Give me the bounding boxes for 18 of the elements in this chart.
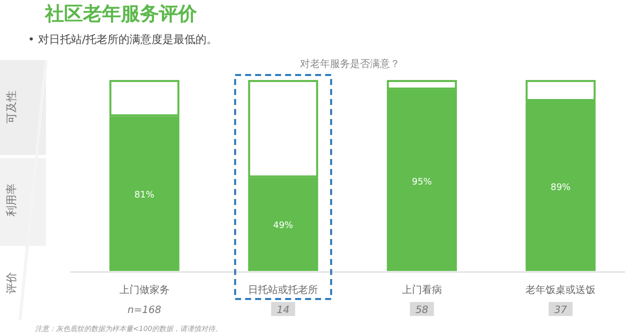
chart-title: 社区老年服务评价 [44, 3, 198, 25]
data-label: 89% [550, 183, 572, 194]
text: 可及性 [5, 90, 18, 124]
x-tick-label: 老年饭桌或送饭 [526, 284, 596, 296]
text: 37 [554, 305, 568, 316]
x-tick-label: 上门看病 [402, 284, 442, 296]
data-label: 95% [412, 177, 432, 188]
text: 评价 [5, 272, 18, 294]
text: 58 [416, 305, 428, 316]
x-tick-label: 日托站或托老所 [248, 284, 318, 296]
x-tick-label: 上门做家务 [119, 284, 170, 296]
chart-subtitle: • 对日托站/托老所的满意度是最低的。 [28, 33, 218, 46]
text: 对老年服务是否满意？ [300, 58, 400, 70]
text: 14 [276, 305, 290, 316]
text: n=168 [127, 305, 162, 316]
data-label: 49% [273, 221, 294, 232]
text: 利用率 [5, 184, 18, 216]
data-label: 81% [134, 190, 155, 201]
